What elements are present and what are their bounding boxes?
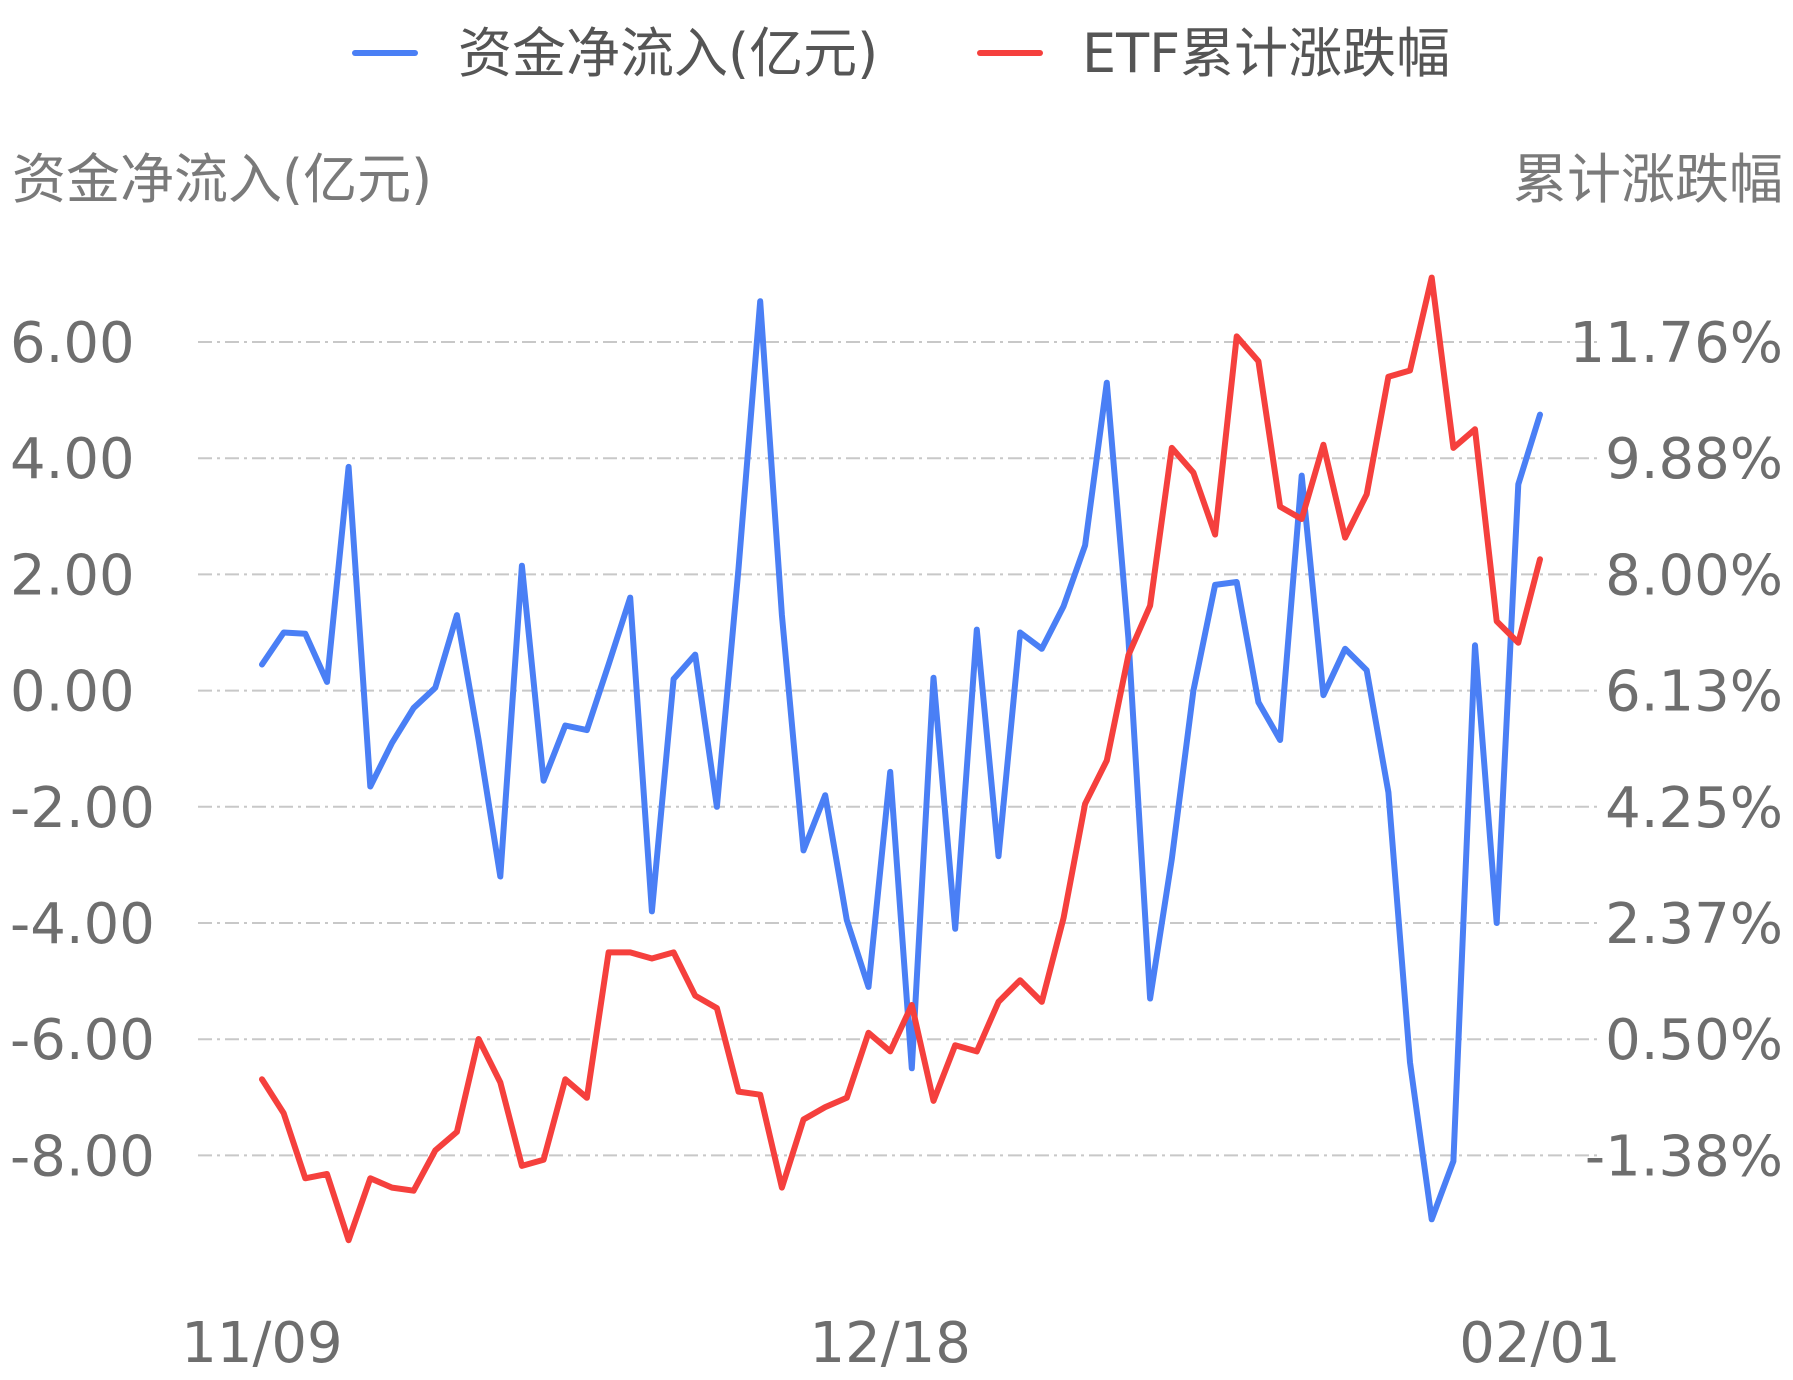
y-left-tick-label: -6.00 [10,1008,155,1073]
y-left-tick-labels: 6.00 4.00 2.00 0.00 -2.00 -4.00 -6.00 -8.00 [10,311,155,1189]
series-line-net-inflow [259,298,1543,1223]
y-right-tick-label: 2.37% [1605,892,1783,957]
y-left-tick-label: -8.00 [10,1124,155,1189]
legend-item-net-inflow[interactable]: 资金净流入(亿元) [352,22,878,85]
y-left-tick-label: 4.00 [10,427,135,492]
x-tick-label: 12/18 [809,1311,970,1376]
legend-label-cumulative-change: ETF累计涨跌幅 [1082,22,1450,85]
y-right-tick-label: 11.76% [1569,311,1783,376]
y-right-tick-labels: 11.76% 9.88% 8.00% 6.13% 4.25% 2.37% 0.50% -1.3… [1569,311,1783,1189]
y-right-axis-title: 累计涨跌幅 [1513,148,1783,211]
x-tick-labels: 11/09 12/18 02/01 [181,1311,1620,1376]
x-tick-label: 02/01 [1459,1311,1620,1376]
y-left-tick-label: -2.00 [10,776,155,841]
y-right-tick-label: -1.38% [1585,1124,1783,1189]
x-tick-label: 11/09 [181,1311,342,1376]
y-left-tick-label: 0.00 [10,660,135,725]
gridlines [198,341,1597,1157]
y-left-tick-label: 6.00 [10,311,135,376]
y-right-tick-label: 8.00% [1605,543,1783,608]
y-right-tick-label: 0.50% [1605,1008,1783,1073]
series-line-cumulative-change [259,274,1543,1244]
y-right-tick-label: 9.88% [1605,427,1783,492]
legend: 资金净流入(亿元) ETF累计涨跌幅 [352,22,1450,85]
y-left-tick-label: 2.00 [10,543,135,608]
y-right-tick-label: 4.25% [1605,776,1783,841]
legend-item-cumulative-change[interactable]: ETF累计涨跌幅 [977,22,1450,85]
y-left-axis-title: 资金净流入(亿元) [12,148,432,211]
y-left-tick-label: -4.00 [10,892,155,957]
y-right-tick-label: 6.13% [1605,660,1783,725]
legend-label-net-inflow: 资金净流入(亿元) [458,22,878,85]
series-lines [259,274,1543,1244]
